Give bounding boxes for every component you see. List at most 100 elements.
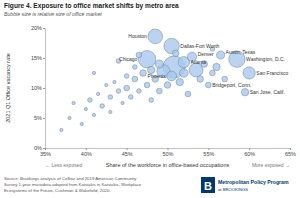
bubble — [124, 85, 130, 91]
point-label: Houston — [128, 33, 147, 39]
bubble — [167, 71, 177, 81]
point-label: Atlanta — [191, 59, 207, 65]
tick: 55% — [203, 148, 214, 157]
logo-box — [201, 177, 215, 193]
bubble — [88, 98, 93, 103]
bubble — [213, 63, 220, 70]
point-label: Denver — [198, 51, 214, 57]
bubble — [72, 101, 75, 104]
annotation: ← Less exposed — [45, 162, 82, 168]
bubble — [124, 74, 129, 79]
tick: 15% — [31, 55, 45, 61]
bubble — [128, 95, 133, 100]
bubble — [109, 110, 112, 113]
credit: B Metropolitan Policy Program at BROOKINGS — [201, 177, 289, 193]
tick-mark — [290, 148, 291, 150]
tick: 50% — [162, 148, 173, 157]
tick-mark — [43, 148, 45, 149]
tick-label: 10% — [31, 85, 42, 91]
bubble — [222, 76, 228, 82]
subtitle: Bubble size is relative size of office m… — [4, 11, 102, 17]
tick: 65% — [285, 148, 296, 157]
bubble — [144, 82, 150, 88]
bubble — [133, 65, 138, 70]
bubble — [217, 51, 225, 59]
bubble — [68, 116, 71, 119]
tick-mark — [43, 88, 45, 89]
tick-mark — [86, 148, 87, 150]
tick: 10% — [31, 85, 45, 91]
tick: 0% — [34, 145, 45, 151]
tick-label: 35% — [40, 151, 51, 157]
point-label: San Francisco — [256, 70, 288, 76]
y-axis: 0% 5% 10% 15% 20% — [31, 25, 46, 151]
tick-label: 60% — [244, 151, 255, 157]
bubble — [137, 89, 142, 94]
x-axis: 35% 40% 45% 50% 55% 60% 65% — [40, 148, 296, 157]
point-label: Chicago — [119, 56, 138, 62]
bubble — [100, 104, 105, 109]
tick-mark — [127, 148, 128, 150]
credit-name: Metropolitan Policy Program — [218, 179, 289, 185]
bubble — [108, 95, 113, 100]
tick: 45% — [122, 148, 133, 157]
tick-label: 50% — [162, 151, 173, 157]
bubble — [185, 91, 191, 97]
bubble — [241, 89, 248, 96]
bubble — [132, 76, 138, 82]
bubble — [164, 82, 171, 89]
point-label: Washington, D.C. — [246, 56, 285, 62]
tick-label: 65% — [285, 151, 296, 157]
y-axis-title: 2021 Q1 Office vacancy rate — [5, 53, 11, 123]
bubble — [176, 78, 183, 85]
point-label: Dallas-Fort Worth — [180, 43, 219, 49]
tick-mark — [43, 118, 45, 119]
bubble — [172, 50, 179, 57]
source-line: Source: Brookings analysis of CoStar and… — [4, 176, 137, 181]
bubble — [121, 101, 124, 104]
point-label: San Jose, Calif. — [250, 89, 285, 95]
tick: 60% — [244, 148, 255, 157]
tick-label: 40% — [81, 151, 92, 157]
tick: 20% — [31, 25, 45, 31]
bubble — [148, 29, 163, 44]
tick-mark — [249, 148, 250, 150]
credit-org: at BROOKINGS — [218, 187, 248, 192]
x-axis-title: Share of the workforce in office-based o… — [106, 162, 230, 168]
tick-mark — [208, 148, 209, 150]
bubble — [60, 128, 63, 131]
bubble — [149, 98, 154, 103]
bubble — [140, 70, 147, 77]
tick-label: 45% — [122, 151, 133, 157]
bubble — [84, 107, 87, 110]
tick-label: 0% — [34, 145, 42, 151]
axis-line — [45, 29, 46, 149]
bubble — [210, 70, 216, 76]
bubble — [156, 88, 162, 94]
point-label: Austin, Texas — [226, 49, 256, 55]
tick: 5% — [34, 115, 45, 121]
bubble — [155, 60, 163, 68]
point-label: Phoenix — [148, 73, 167, 79]
bubble — [116, 89, 121, 94]
annotation: More exposed → — [252, 162, 290, 168]
tick-label: 15% — [31, 55, 42, 61]
source-line: Ecosystems of the Future, Cushman & Wake… — [4, 188, 111, 193]
title: Figure 4. Exposure to office market shif… — [4, 2, 179, 10]
tick-mark — [168, 148, 169, 150]
bubble — [205, 82, 211, 88]
point-labels: Houston Dallas-Fort Worth Chicago Denver Aus… — [119, 33, 288, 95]
bubble — [80, 122, 83, 125]
tick-mark — [43, 28, 45, 29]
axis-line — [46, 148, 291, 149]
tick-mark — [43, 58, 45, 59]
tick-label: 20% — [31, 25, 42, 31]
tick-label: 55% — [203, 151, 214, 157]
bubbles — [60, 29, 256, 132]
bubble — [96, 92, 99, 95]
bubble — [92, 71, 95, 74]
source-line: Survey 1-year microdata adapted from Kat… — [4, 182, 142, 187]
logo-mark: B — [204, 180, 212, 192]
bubble — [92, 113, 95, 116]
tick-label: 5% — [34, 115, 42, 121]
